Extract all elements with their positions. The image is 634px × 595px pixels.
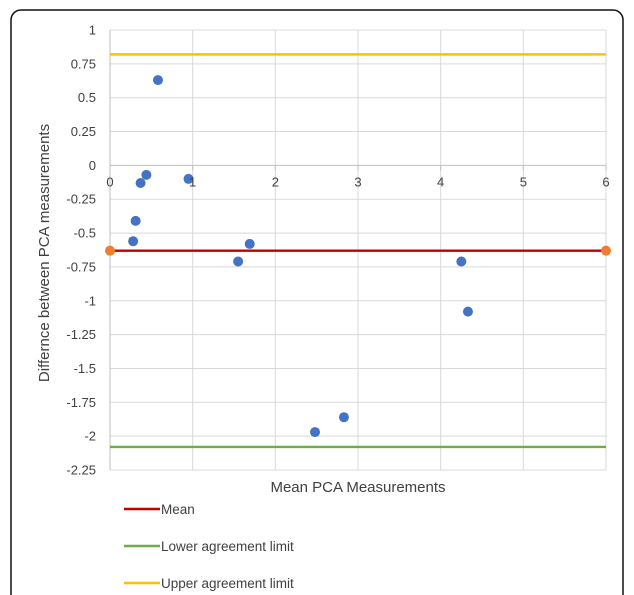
legend-label: Lower agreement limit: [161, 539, 294, 554]
y-tick-label: -1.75: [66, 395, 96, 410]
data-point: [130, 215, 141, 226]
data-point: [338, 412, 349, 423]
x-tick-label: 3: [354, 174, 361, 189]
y-tick-label: 0.75: [71, 56, 96, 71]
y-tick-label: -0.5: [74, 226, 96, 241]
data-point: [233, 256, 244, 267]
reference-lines: [105, 53, 611, 449]
mean-endpoint-marker: [601, 245, 611, 256]
x-tick-label: 4: [437, 174, 444, 189]
data-point: [462, 306, 473, 317]
y-tick-label: -0.25: [66, 192, 96, 207]
mean-endpoint-marker: [105, 245, 115, 256]
y-tick-label: 1: [89, 23, 96, 38]
data-point: [310, 427, 321, 438]
data-point: [152, 75, 163, 86]
data-point: [141, 169, 152, 180]
x-tick-label: 0: [106, 174, 113, 189]
x-tick-label: 1: [189, 174, 196, 189]
y-axis-title: Differnce between PCA measurements: [36, 124, 53, 382]
x-axis-title: Mean PCA Measurements: [270, 479, 445, 496]
data-point: [183, 173, 194, 184]
y-tick-label: -1.25: [66, 327, 96, 342]
y-tick-label: -2: [84, 429, 96, 444]
y-tick-label: -1.5: [74, 361, 96, 376]
gridlines: [110, 29, 607, 471]
tick-labels: 1 0.75 0.5 0.25 0 -0.25 -0.5 -0.75 -1 -1.25 -1.5 -1…: [66, 23, 609, 478]
y-tick-label: -1: [84, 293, 96, 308]
legend-label: Mean: [161, 502, 195, 517]
y-tick-label: 0.5: [78, 90, 96, 105]
data-point: [128, 236, 139, 247]
x-tick-label: 6: [602, 174, 609, 189]
x-tick-label: 5: [520, 174, 527, 189]
legend-label: Upper agreement limit: [161, 576, 294, 591]
y-tick-label: -2.25: [66, 463, 96, 478]
data-point: [135, 177, 146, 188]
y-tick-label: 0.25: [71, 124, 96, 139]
data-point: [244, 238, 255, 249]
x-tick-label: 2: [272, 174, 279, 189]
y-tick-label: -0.75: [66, 259, 96, 274]
data-points: [128, 75, 473, 438]
chart-border: [10, 9, 624, 595]
data-point: [456, 256, 467, 267]
legend: Mean Lower agreement limit Upper agreement…: [124, 502, 294, 591]
y-tick-label: 0: [89, 158, 96, 173]
